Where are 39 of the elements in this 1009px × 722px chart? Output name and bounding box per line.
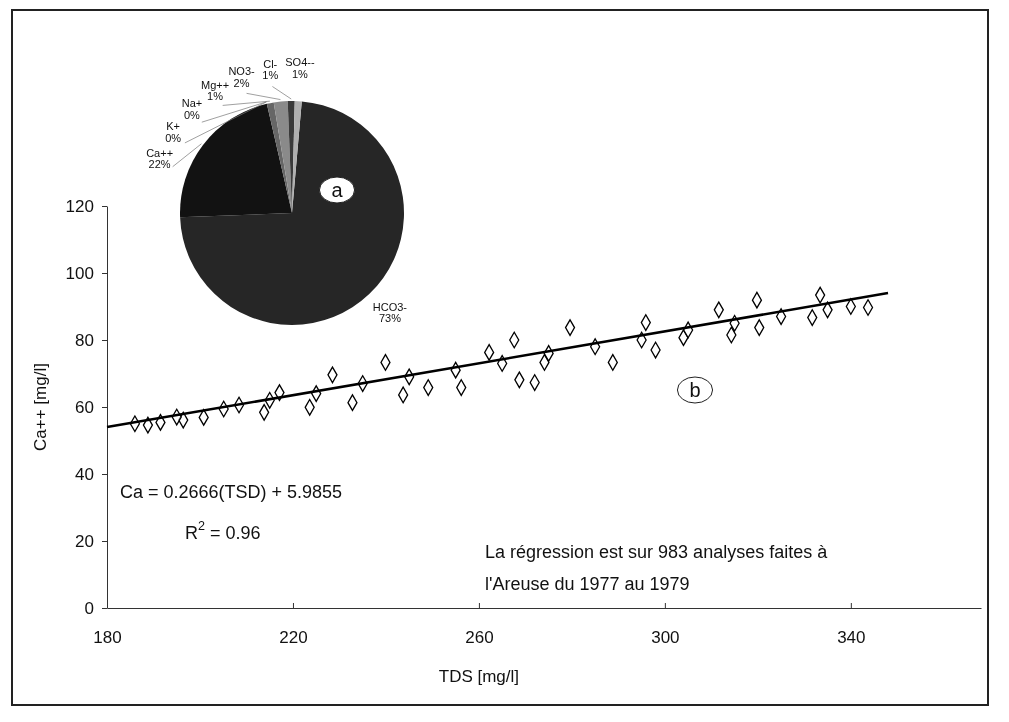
x-tick-label: 180	[93, 628, 122, 648]
slice-label: Ca++	[146, 146, 174, 159]
text: 0%	[165, 131, 182, 144]
x-tick-label: 340	[837, 628, 866, 648]
slice-label: Cl-	[263, 57, 278, 70]
category-label: Na+	[181, 97, 203, 110]
y-tick-label: 40	[74, 464, 94, 484]
data-label: 2%	[233, 76, 250, 89]
y-tick-label: 80	[74, 330, 94, 350]
data-label: 1%	[262, 69, 279, 82]
text: a	[331, 179, 344, 201]
annotation: R$^{2}$ = 0.96	[185, 519, 261, 543]
slice-label: NO3-	[228, 65, 256, 78]
x-axis-title: TDS [mg/l]	[438, 667, 520, 686]
x-tick-label: 260	[465, 628, 494, 648]
data-label: 73%	[378, 312, 402, 325]
pie-slice	[266, 102, 292, 213]
y-axis-title: Ca++ [mg/l]	[31, 363, 50, 451]
annotation: La régression est sur 983 analyses faites à l'Areuse du 1977 au 1979	[485, 542, 829, 594]
y-tick-label: 60	[74, 397, 94, 417]
x-tick-label: 220	[279, 628, 308, 648]
text: 0%	[183, 108, 200, 121]
point	[862, 299, 874, 316]
x-tick-label: 300	[651, 628, 680, 648]
slice-label: HCO3-	[372, 300, 408, 313]
data-label: 22%	[148, 158, 171, 171]
point	[775, 308, 787, 325]
y-tick-label: 100	[65, 263, 94, 283]
data-label: 1%	[291, 67, 309, 80]
slice-label: Mg++	[201, 78, 230, 91]
y-tick-label: 120	[65, 196, 94, 216]
slice-label: SO4--	[285, 56, 315, 69]
pie-slice	[273, 101, 292, 213]
annotation: b	[689, 379, 701, 401]
y-tick-label: 0	[84, 598, 94, 618]
category-label: K+	[166, 120, 181, 133]
y-tick-label: 20	[74, 531, 94, 551]
annotation: Ca = 0.2666(TSD) + 5.9855	[120, 482, 343, 502]
data-label: 1%	[207, 90, 224, 103]
